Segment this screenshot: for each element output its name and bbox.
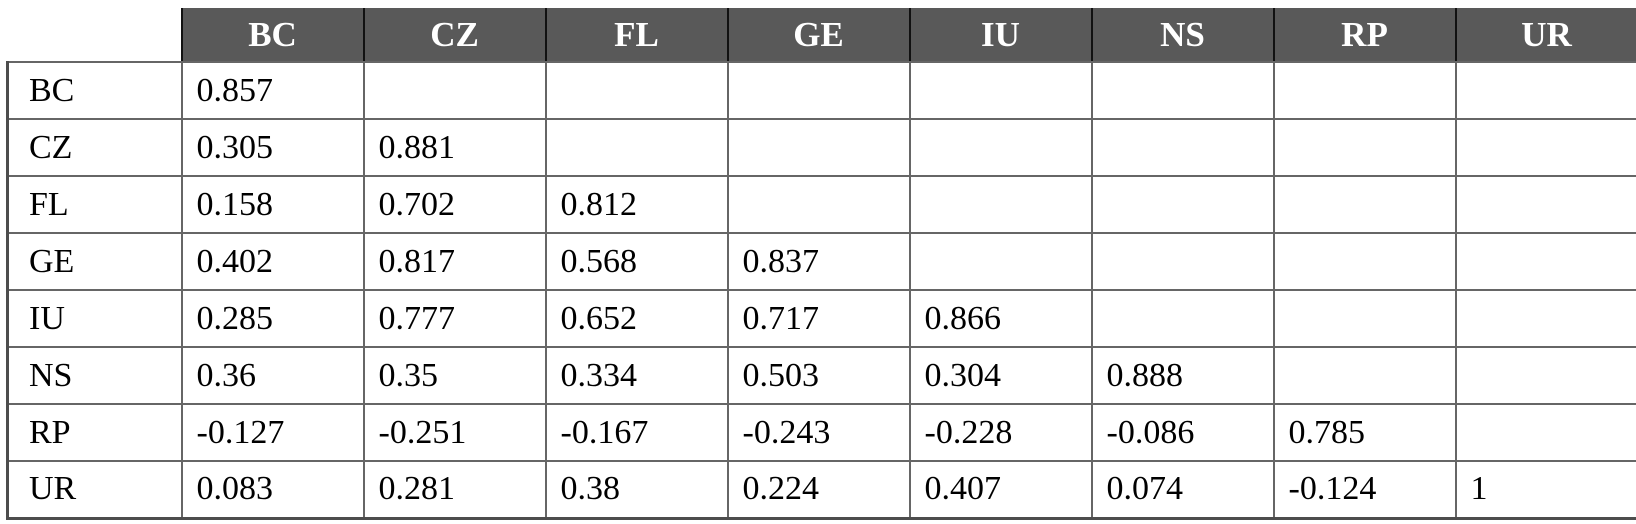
empty-cell <box>1272 61 1457 120</box>
value-cell: 1 <box>1454 460 1636 520</box>
value-cell: 0.785 <box>1272 403 1457 462</box>
empty-cell <box>1454 118 1636 177</box>
matrix-body: BC 0.857 CZ 0.305 0.881 FL 0.158 0.702 0.812 GE 0.… <box>6 61 1636 520</box>
row-header-cz: CZ <box>6 118 183 177</box>
empty-cell <box>1090 289 1275 348</box>
value-cell: 0.777 <box>362 289 547 348</box>
value-cell: -0.086 <box>1090 403 1275 462</box>
value-cell: -0.228 <box>908 403 1093 462</box>
empty-cell <box>726 175 911 234</box>
column-header-bc: BC <box>180 8 365 63</box>
table-row-fl: FL 0.158 0.702 0.812 <box>6 175 1636 234</box>
row-header-ur: UR <box>6 460 183 520</box>
empty-cell <box>1454 346 1636 405</box>
value-cell: -0.251 <box>362 403 547 462</box>
empty-cell <box>908 61 1093 120</box>
empty-cell <box>1090 61 1275 120</box>
value-cell: 0.503 <box>726 346 911 405</box>
value-cell: -0.167 <box>544 403 729 462</box>
value-cell: 0.281 <box>362 460 547 520</box>
row-header-rp: RP <box>6 403 183 462</box>
value-cell: 0.158 <box>180 175 365 234</box>
empty-cell <box>1272 346 1457 405</box>
column-header-fl: FL <box>544 8 729 63</box>
empty-cell <box>726 61 911 120</box>
empty-cell <box>1090 118 1275 177</box>
empty-cell <box>1272 175 1457 234</box>
column-header-cz: CZ <box>362 8 547 63</box>
empty-cell <box>544 118 729 177</box>
value-cell: 0.305 <box>180 118 365 177</box>
column-header-ge: GE <box>726 8 911 63</box>
value-cell: 0.334 <box>544 346 729 405</box>
value-cell: 0.717 <box>726 289 911 348</box>
corner-cell <box>8 8 182 62</box>
value-cell: 0.568 <box>544 232 729 291</box>
value-cell: 0.402 <box>180 232 365 291</box>
value-cell: 0.36 <box>180 346 365 405</box>
column-header-ns: NS <box>1090 8 1275 63</box>
empty-cell <box>1454 175 1636 234</box>
value-cell: 0.35 <box>362 346 547 405</box>
column-header-ur: UR <box>1454 8 1636 63</box>
empty-cell <box>1454 232 1636 291</box>
row-header-bc: BC <box>6 61 183 120</box>
value-cell: -0.124 <box>1272 460 1457 520</box>
column-header-rp: RP <box>1272 8 1457 63</box>
value-cell: -0.127 <box>180 403 365 462</box>
value-cell: -0.243 <box>726 403 911 462</box>
empty-cell <box>1272 118 1457 177</box>
empty-cell <box>1454 289 1636 348</box>
row-header-ns: NS <box>6 346 183 405</box>
value-cell: 0.38 <box>544 460 729 520</box>
value-cell: 0.857 <box>180 61 365 120</box>
table-row-bc: BC 0.857 <box>6 61 1636 120</box>
empty-cell <box>726 118 911 177</box>
row-header-ge: GE <box>6 232 183 291</box>
empty-cell <box>908 175 1093 234</box>
empty-cell <box>1272 232 1457 291</box>
empty-cell <box>1272 289 1457 348</box>
value-cell: 0.224 <box>726 460 911 520</box>
empty-cell <box>1454 61 1636 120</box>
value-cell: 0.866 <box>908 289 1093 348</box>
value-cell: 0.812 <box>544 175 729 234</box>
row-header-iu: IU <box>6 289 183 348</box>
value-cell: 0.083 <box>180 460 365 520</box>
value-cell: 0.702 <box>362 175 547 234</box>
value-cell: 0.407 <box>908 460 1093 520</box>
table-row-rp: RP -0.127 -0.251 -0.167 -0.243 -0.228 -0.086 0.… <box>6 403 1636 462</box>
value-cell: 0.881 <box>362 118 547 177</box>
value-cell: 0.304 <box>908 346 1093 405</box>
value-cell: 0.817 <box>362 232 547 291</box>
table-row-ur: UR 0.083 0.281 0.38 0.224 0.407 0.074 -0.124 1 <box>6 460 1636 520</box>
table-row-ge: GE 0.402 0.817 0.568 0.837 <box>6 232 1636 291</box>
empty-cell <box>1454 403 1636 462</box>
table-row-iu: IU 0.285 0.777 0.652 0.717 0.866 <box>6 289 1636 348</box>
empty-cell <box>1090 175 1275 234</box>
column-header-iu: IU <box>908 8 1093 63</box>
table-row-cz: CZ 0.305 0.881 <box>6 118 1636 177</box>
row-header-fl: FL <box>6 175 183 234</box>
empty-cell <box>908 118 1093 177</box>
empty-cell <box>908 232 1093 291</box>
empty-cell <box>362 61 547 120</box>
matrix-header-row: BC CZ FL GE IU NS RP UR <box>8 8 1636 63</box>
value-cell: 0.888 <box>1090 346 1275 405</box>
value-cell: 0.074 <box>1090 460 1275 520</box>
value-cell: 0.285 <box>180 289 365 348</box>
empty-cell <box>544 61 729 120</box>
value-cell: 0.652 <box>544 289 729 348</box>
correlation-matrix-table: BC CZ FL GE IU NS RP UR BC 0.857 CZ 0.305 0.881 FL 0.… <box>6 8 1636 520</box>
value-cell: 0.837 <box>726 232 911 291</box>
empty-cell <box>1090 232 1275 291</box>
table-row-ns: NS 0.36 0.35 0.334 0.503 0.304 0.888 <box>6 346 1636 405</box>
